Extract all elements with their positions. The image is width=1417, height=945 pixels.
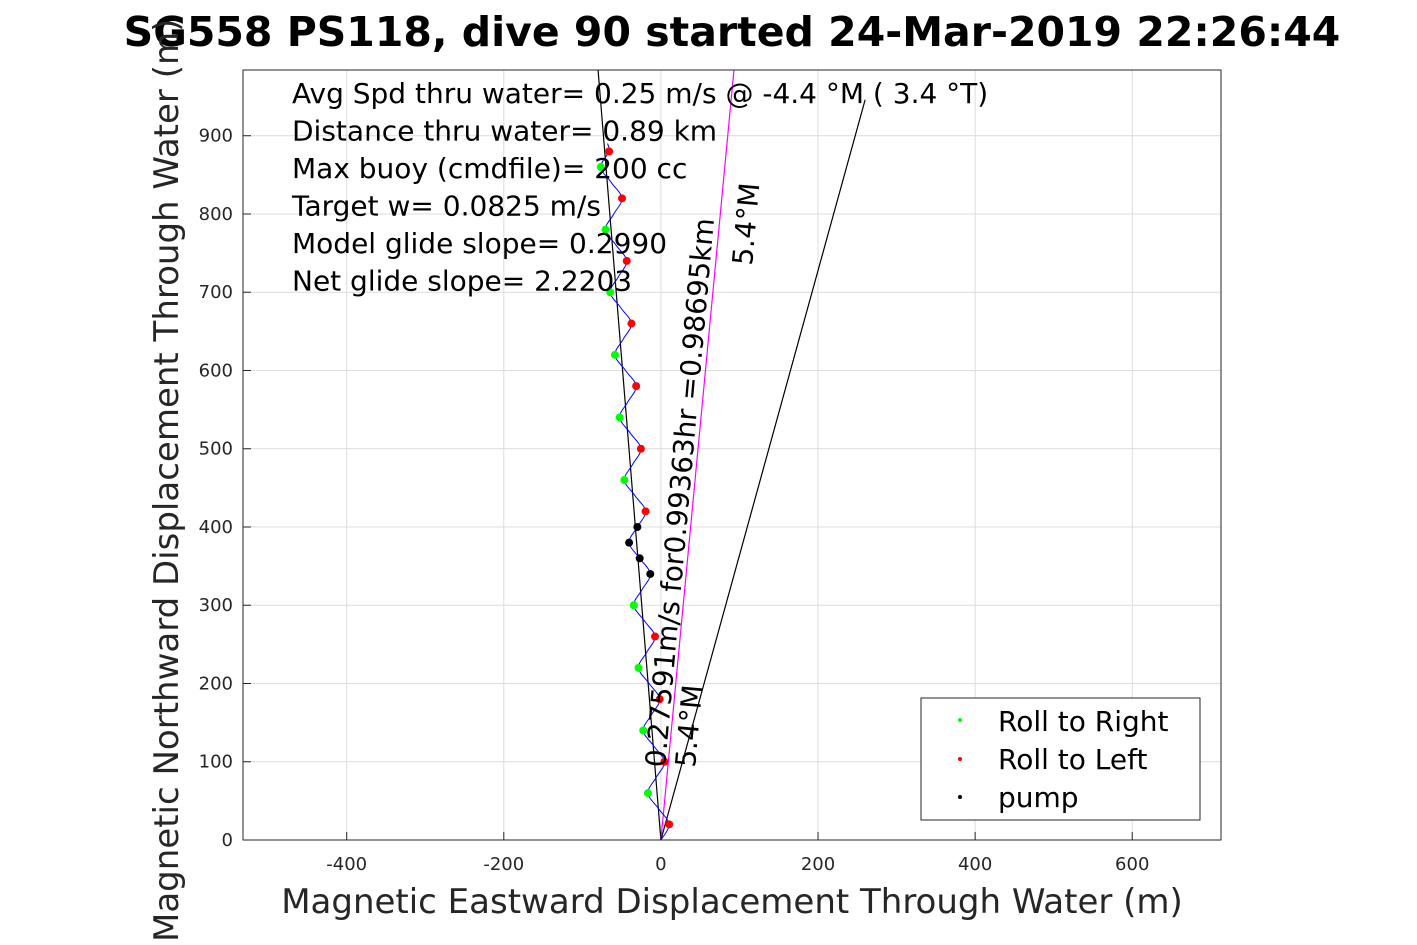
roll-right-marker <box>639 726 648 735</box>
vector-heading-label-2: 5.4°M <box>726 181 766 266</box>
roll-left-marker <box>618 194 627 203</box>
legend-label-roll-left: Roll to Left <box>998 743 1147 776</box>
legend-marker-pump <box>958 795 962 799</box>
legend: Roll to Right Roll to Left pump <box>920 697 1201 821</box>
roll-right-marker <box>620 476 629 485</box>
roll-left-marker <box>651 632 660 641</box>
roll-left-marker <box>622 256 631 265</box>
y-tick-label: 700 <box>199 282 233 303</box>
y-axis-label: Magnetic Northward Displacement Through … <box>147 19 187 942</box>
roll-left-marker <box>660 757 669 766</box>
chart-title: SG558 PS118, dive 90 started 24-Mar-2019… <box>124 8 1341 56</box>
heading-line-left <box>597 69 662 841</box>
roll-left-marker <box>641 507 650 516</box>
track-line <box>600 143 670 841</box>
annotation-line: Distance thru water= 0.89 km <box>292 115 717 148</box>
pump-marker <box>635 554 644 563</box>
roll-right-marker <box>601 225 610 234</box>
vector-line <box>660 69 735 841</box>
roll-right-marker <box>643 789 652 798</box>
pump-marker <box>625 538 634 547</box>
roll-left-marker <box>655 695 664 704</box>
roll-right-marker <box>596 163 605 172</box>
heading-line-right <box>660 99 866 841</box>
annotation-line: Net glide slope= 2.2203 <box>292 265 632 298</box>
roll-left-marker <box>636 444 645 453</box>
y-tick-label: 100 <box>199 752 233 773</box>
pump-marker <box>633 522 642 531</box>
vector-heading-label: 5.4°M <box>669 683 709 768</box>
pump-marker <box>646 569 655 578</box>
y-tick-label: 400 <box>199 517 233 538</box>
annotation-line: Avg Spd thru water= 0.25 m/s @ -4.4 °M (… <box>292 77 988 110</box>
x-tick-label: -200 <box>483 854 524 875</box>
legend-label-pump: pump <box>998 781 1079 814</box>
legend-label-roll-right: Roll to Right <box>998 705 1169 738</box>
roll-right-marker <box>634 663 643 672</box>
roll-right-marker <box>615 413 624 422</box>
plot-frame <box>242 69 1222 841</box>
y-tick-label: 0 <box>222 830 233 851</box>
x-tick-label: 400 <box>958 854 992 875</box>
y-tick-label: 500 <box>199 439 233 460</box>
y-tick-label: 300 <box>199 595 233 616</box>
roll-left-marker <box>605 147 614 156</box>
roll-left-marker <box>627 319 636 328</box>
roll-right-marker <box>629 601 638 610</box>
roll-left-marker <box>632 382 641 391</box>
x-tick-label: 600 <box>1115 854 1149 875</box>
legend-box <box>920 697 1201 821</box>
legend-marker-roll-right <box>958 718 962 722</box>
x-tick-label: 0 <box>655 854 666 875</box>
y-tick-label: 200 <box>199 673 233 694</box>
annotation-line: Target w= 0.0825 m/s <box>291 190 601 223</box>
annotation-line: Model glide slope= 0.2990 <box>292 227 667 260</box>
x-tick-label: -400 <box>326 854 367 875</box>
roll-right-marker <box>610 350 619 359</box>
legend-marker-roll-left <box>958 757 962 761</box>
x-axis-label: Magnetic Eastward Displacement Through W… <box>281 882 1183 922</box>
y-tick-label: 900 <box>199 126 233 147</box>
y-tick-label: 600 <box>199 360 233 381</box>
roll-left-marker <box>665 820 674 829</box>
y-tick-label: 800 <box>199 204 233 225</box>
annotation-line: Max buoy (cmdfile)= 200 cc <box>292 152 687 185</box>
roll-right-marker <box>606 288 615 297</box>
x-tick-label: 200 <box>801 854 835 875</box>
